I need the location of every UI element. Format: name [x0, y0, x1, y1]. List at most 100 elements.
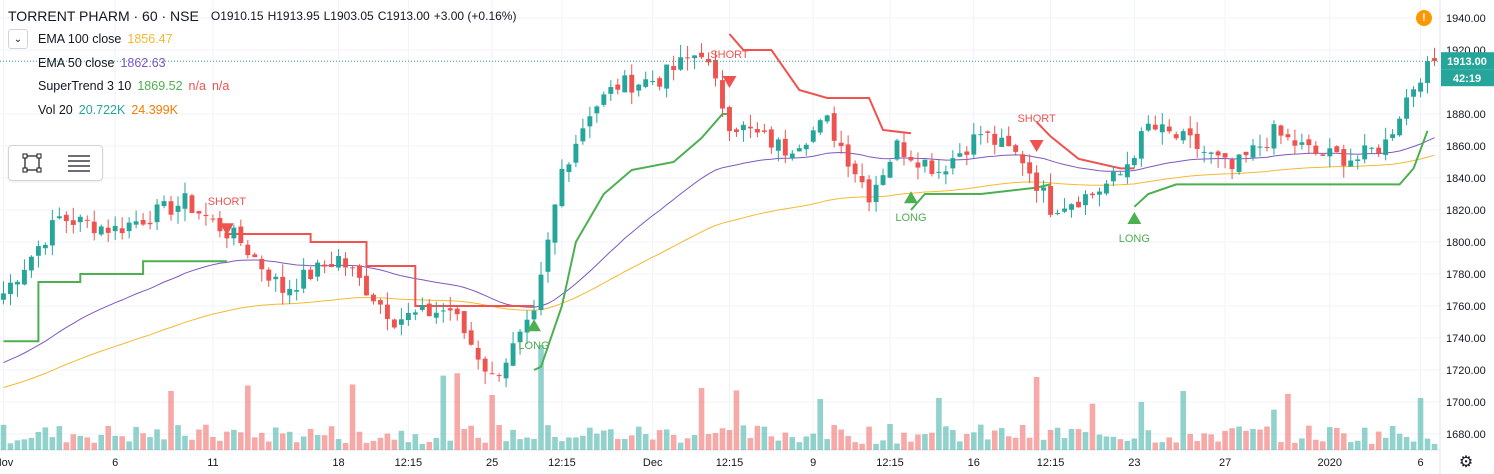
candle-body: [1159, 124, 1165, 133]
volume-bar: [1354, 440, 1361, 450]
candle-body: [126, 222, 132, 232]
volume-bar: [782, 432, 789, 450]
list-settings-button[interactable]: [64, 150, 94, 176]
volume-bar: [545, 425, 551, 450]
indicator-row-volume[interactable]: Vol 20 20.722K 24.399K: [8, 98, 520, 122]
indicator-name: EMA 100 close: [38, 32, 122, 47]
symbol-title[interactable]: TORRENT PHARM · 60 · NSE: [8, 7, 199, 24]
candle-body: [1152, 124, 1158, 130]
time-axis[interactable]: Nov 6 11 18 12:15 25 12:15 Dec 12:15 9 12:15 16 12:1…: [0, 457, 1424, 469]
candle-body: [1236, 154, 1242, 172]
candle-body: [1264, 146, 1270, 148]
volume-bar: [594, 433, 600, 450]
short-arrow-icon: [1029, 140, 1044, 152]
volume-bar: [224, 431, 230, 450]
volume-bar: [370, 440, 377, 450]
candle-body: [119, 228, 125, 234]
volume-bar: [733, 390, 740, 450]
volume-bar: [719, 428, 726, 450]
candle-body: [1006, 135, 1012, 147]
warning-icon[interactable]: !: [1416, 10, 1432, 26]
candle-body: [908, 156, 914, 161]
candles: [1, 43, 1437, 388]
candle-body: [461, 311, 467, 334]
candle-body: [210, 218, 216, 220]
candle-body: [315, 262, 321, 277]
candle-body: [517, 331, 523, 343]
candle-body: [154, 204, 160, 223]
volume-bar: [112, 435, 118, 450]
price-axis[interactable]: 1940.001920.001880.001860.001840.001820.…: [1439, 0, 1486, 474]
volume-bar: [1403, 436, 1410, 450]
volume-bar: [1229, 428, 1235, 450]
price-tick-label: 1820.00: [1446, 205, 1486, 217]
list-icon: [67, 155, 90, 172]
candle-body: [15, 281, 20, 285]
select-frame-button[interactable]: [17, 150, 47, 176]
volume-bar: [1075, 429, 1082, 450]
supertrend-down-path: [728, 33, 912, 135]
candle-body: [566, 164, 572, 173]
indicator-row-supertrend[interactable]: SuperTrend 3 10 1869.52 n/a n/a: [8, 75, 520, 99]
candle-body: [371, 294, 376, 302]
candle-body: [252, 254, 258, 258]
volume-bar: [321, 435, 328, 450]
candle-body: [273, 276, 279, 280]
candle-body: [63, 214, 69, 222]
volume-bar: [964, 433, 970, 450]
candle-body: [35, 246, 41, 256]
volume-bar: [894, 443, 900, 450]
volume-bar: [119, 436, 125, 450]
candle-body: [559, 168, 565, 207]
candle-body: [133, 221, 139, 225]
volume-bar: [42, 427, 49, 450]
volume-bar: [929, 432, 935, 450]
candle-body: [482, 358, 488, 372]
volume-bar: [838, 429, 844, 450]
candle-body: [468, 330, 474, 345]
volume-bar: [1424, 438, 1431, 450]
price-tick-label: 1860.00: [1446, 141, 1486, 153]
candle-body: [713, 59, 718, 79]
volume-bar: [363, 442, 370, 450]
candle-body: [1404, 97, 1410, 119]
volume-bar: [349, 384, 356, 450]
volume-bar: [1340, 433, 1347, 450]
volume-bar: [1040, 439, 1047, 450]
volume-bar: [936, 397, 942, 450]
volume-bar: [433, 437, 440, 450]
gear-icon[interactable]: ⚙: [1458, 454, 1474, 471]
volume-bar: [705, 434, 712, 450]
candle-body: [978, 134, 984, 136]
collapse-legend-button[interactable]: ⌄: [8, 29, 28, 50]
candle-body: [999, 137, 1005, 147]
candle-body: [1411, 89, 1417, 97]
candle-body: [105, 227, 111, 233]
candle-body: [1117, 174, 1123, 176]
candle-body: [475, 347, 481, 360]
volume-bar: [559, 441, 565, 450]
candle-body: [720, 80, 725, 109]
candle-body: [77, 216, 83, 223]
volume-bar: [1201, 433, 1207, 450]
signal-label: LONG: [895, 212, 926, 224]
candle-body: [1397, 118, 1403, 136]
candle-body: [433, 312, 439, 318]
volume-bar: [922, 434, 928, 450]
candle-body: [161, 201, 167, 207]
time-tick-label: Dec: [643, 457, 663, 469]
volume-bar: [1271, 409, 1277, 450]
candle-body: [140, 219, 146, 225]
volume-bar: [279, 433, 286, 450]
price-tick-label: 1940.00: [1446, 13, 1486, 25]
candle-body: [943, 171, 949, 175]
indicator-row-ema50[interactable]: EMA 50 close 1862.63: [8, 51, 520, 75]
time-tick-label: 6: [112, 457, 118, 469]
volume-bar: [377, 437, 384, 450]
signal-label: LONG: [518, 340, 549, 352]
volume-bar: [1005, 436, 1012, 450]
candle-body: [336, 256, 342, 268]
candle-body: [112, 225, 118, 232]
indicator-row-ema100[interactable]: ⌄ EMA 100 close 1856.47: [8, 28, 520, 52]
